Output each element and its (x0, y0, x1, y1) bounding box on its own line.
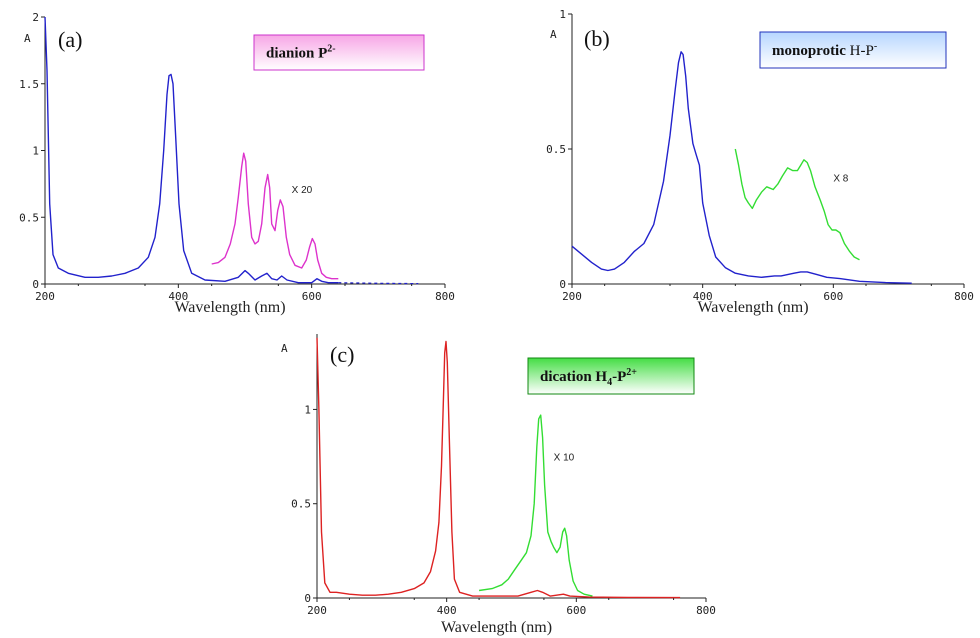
x-tick-label: 400 (693, 290, 713, 303)
legend-box (759, 31, 947, 69)
legend-box (527, 357, 695, 395)
multiplier-label: X 10 (554, 452, 575, 463)
x-tick-label: 200 (562, 290, 582, 303)
series-line-1 (316, 337, 681, 599)
y-tick-label: 1 (304, 403, 311, 416)
x-tick-label: 600 (823, 290, 843, 303)
chart-panel-c: 0 0.5 1 200 400 600 800 A Wavelength (nm) (c) X 10… (281, 334, 716, 636)
y-axis-label: A (281, 342, 288, 355)
series-line-1 (44, 16, 339, 284)
y-tick-label: 0 (559, 278, 566, 291)
x-tick-label: 200 (35, 290, 55, 303)
series-line-1 (571, 51, 912, 284)
y-tick-label: 1 (559, 8, 566, 21)
legend-text: monoprotic H-P- (772, 41, 877, 59)
y-tick-label: 0 (32, 278, 39, 291)
multiplier-label: X 20 (292, 185, 313, 196)
x-axis-label: Wavelength (nm) (174, 299, 285, 316)
x-tick-label: 200 (307, 604, 327, 617)
x-tick-label: 400 (168, 290, 188, 303)
y-tick-label: 1.5 (19, 78, 39, 91)
legend-text: dication H4-P2+ (540, 367, 637, 388)
panel-label: (b) (584, 26, 610, 51)
y-tick-label: 0.5 (291, 498, 311, 511)
x-tick-label: 800 (954, 290, 974, 303)
series-line-1-tail (338, 282, 419, 285)
y-tick-label: 2 (32, 11, 39, 24)
chart-panel-a: 0 0.5 1 1.5 2 200 400 600 800 A Wavelength (nm) (a)… (19, 11, 455, 316)
legend-box (253, 34, 425, 71)
x-tick-label: 800 (696, 604, 716, 617)
x-tick-label: 600 (302, 290, 322, 303)
y-axis-label: A (24, 32, 31, 45)
x-axis-label: Wavelength (nm) (441, 619, 552, 636)
x-tick-label: 800 (435, 290, 455, 303)
x-tick-label: 400 (437, 604, 457, 617)
y-axis-label: A (550, 28, 557, 41)
panel-label: (a) (58, 27, 82, 52)
y-tick-label: 1 (32, 145, 39, 158)
y-tick-label: 0.5 (546, 143, 566, 156)
series-line-2 (211, 152, 339, 280)
series-line-2 (478, 414, 593, 597)
multiplier-label: X 8 (833, 173, 848, 184)
y-tick-label: 0.5 (19, 211, 39, 224)
panel-label: (c) (330, 342, 354, 367)
y-tick-label: 0 (304, 592, 311, 605)
x-tick-label: 600 (566, 604, 586, 617)
x-axis-label: Wavelength (nm) (697, 299, 808, 316)
legend-text: dianion P2- (266, 44, 336, 62)
series-line-2 (734, 148, 860, 261)
chart-panel-b: 0 0.5 1 200 400 600 800 A Wavelength (nm) (b) X 8 m… (546, 8, 974, 316)
